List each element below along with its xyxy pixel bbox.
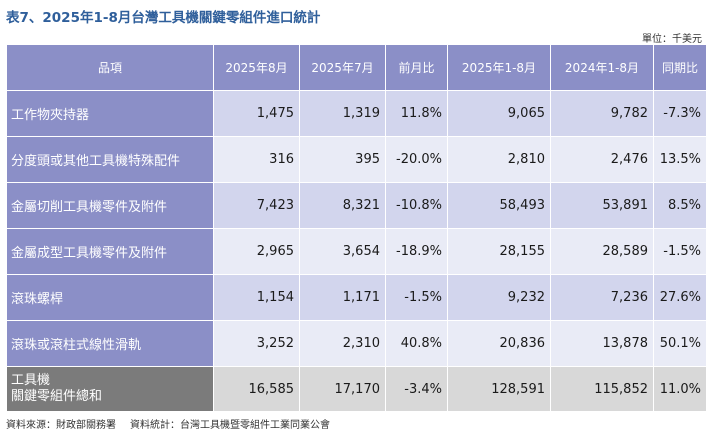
- table-row: 滾珠或滾柱式線性滑軌 3,252 2,310 40.8% 20,836 13,8…: [6, 320, 707, 367]
- cell-mom: 40.8%: [385, 320, 448, 367]
- row-label: 滾珠或滾柱式線性滑軌: [6, 320, 214, 367]
- total-jul-2025: 17,170: [299, 366, 386, 412]
- total-aug-2025: 16,585: [213, 366, 300, 412]
- table-row: 分度頭或其他工具機特殊配件 316 395 -20.0% 2,810 2,476…: [6, 136, 707, 183]
- cell-aug-2025: 2,965: [213, 228, 300, 275]
- cell-yoy: 13.5%: [653, 136, 707, 183]
- total-label-line1: 工具機: [11, 373, 51, 388]
- cell-ytd-2024: 9,782: [550, 90, 654, 137]
- row-label: 分度頭或其他工具機特殊配件: [6, 136, 214, 183]
- table-row: 金屬成型工具機零件及附件 2,965 3,654 -18.9% 28,155 2…: [6, 228, 707, 275]
- cell-yoy: -1.5%: [653, 228, 707, 275]
- cell-aug-2025: 1,475: [213, 90, 300, 137]
- table-row: 滾珠螺桿 1,154 1,171 -1.5% 9,232 7,236 27.6%: [6, 274, 707, 321]
- cell-ytd-2025: 9,065: [447, 90, 551, 137]
- cell-mom: -10.8%: [385, 182, 448, 229]
- cell-mom: 11.8%: [385, 90, 448, 137]
- header-ytd-2025: 2025年1-8月: [447, 44, 551, 91]
- cell-ytd-2025: 2,810: [447, 136, 551, 183]
- table-title: 表7、2025年1-8月台灣工具機關鍵零組件進口統計: [6, 10, 321, 26]
- cell-jul-2025: 3,654: [299, 228, 386, 275]
- cell-yoy: 50.1%: [653, 320, 707, 367]
- cell-aug-2025: 316: [213, 136, 300, 183]
- footnote: 資料來源：財政部關務署 資料統計：台灣工具機暨零組件工業同業公會: [6, 416, 330, 431]
- cell-ytd-2024: 13,878: [550, 320, 654, 367]
- row-label: 金屬成型工具機零件及附件: [6, 228, 214, 275]
- cell-ytd-2025: 58,493: [447, 182, 551, 229]
- cell-aug-2025: 1,154: [213, 274, 300, 321]
- cell-jul-2025: 8,321: [299, 182, 386, 229]
- import-statistics-table: 品項 2025年8月 2025年7月 前月比 2025年1-8月 2024年1-…: [6, 44, 707, 412]
- row-label: 滾珠螺桿: [6, 274, 214, 321]
- cell-ytd-2025: 28,155: [447, 228, 551, 275]
- cell-yoy: -7.3%: [653, 90, 707, 137]
- total-mom: -3.4%: [385, 366, 448, 412]
- total-row: 工具機 關鍵零組件總和 16,585 17,170 -3.4% 128,591 …: [6, 366, 707, 412]
- cell-jul-2025: 2,310: [299, 320, 386, 367]
- header-mom: 前月比: [385, 44, 448, 91]
- cell-mom: -18.9%: [385, 228, 448, 275]
- cell-ytd-2025: 20,836: [447, 320, 551, 367]
- cell-yoy: 27.6%: [653, 274, 707, 321]
- cell-ytd-2024: 2,476: [550, 136, 654, 183]
- table-row: 工作物夾持器 1,475 1,319 11.8% 9,065 9,782 -7.…: [6, 90, 707, 137]
- unit-label: 單位：千美元: [642, 34, 702, 45]
- cell-aug-2025: 7,423: [213, 182, 300, 229]
- cell-ytd-2024: 7,236: [550, 274, 654, 321]
- data-compiler: 資料統計：台灣工具機暨零組件工業同業公會: [130, 420, 330, 431]
- cell-ytd-2025: 9,232: [447, 274, 551, 321]
- cell-jul-2025: 1,171: [299, 274, 386, 321]
- cell-mom: -1.5%: [385, 274, 448, 321]
- header-yoy: 同期比: [653, 44, 707, 91]
- header-item: 品項: [6, 44, 214, 91]
- total-ytd-2024: 115,852: [550, 366, 654, 412]
- cell-ytd-2024: 53,891: [550, 182, 654, 229]
- cell-ytd-2024: 28,589: [550, 228, 654, 275]
- total-ytd-2025: 128,591: [447, 366, 551, 412]
- header-jul-2025: 2025年7月: [299, 44, 386, 91]
- cell-aug-2025: 3,252: [213, 320, 300, 367]
- cell-mom: -20.0%: [385, 136, 448, 183]
- table-row: 金屬切削工具機零件及附件 7,423 8,321 -10.8% 58,493 5…: [6, 182, 707, 229]
- cell-yoy: 8.5%: [653, 182, 707, 229]
- total-label: 工具機 關鍵零組件總和: [6, 366, 214, 412]
- row-label: 工作物夾持器: [6, 90, 214, 137]
- total-label-line2: 關鍵零組件總和: [11, 389, 103, 404]
- row-label: 金屬切削工具機零件及附件: [6, 182, 214, 229]
- header-ytd-2024: 2024年1-8月: [550, 44, 654, 91]
- data-source: 資料來源：財政部關務署: [6, 420, 116, 431]
- cell-jul-2025: 1,319: [299, 90, 386, 137]
- total-yoy: 11.0%: [653, 366, 707, 412]
- cell-jul-2025: 395: [299, 136, 386, 183]
- header-aug-2025: 2025年8月: [213, 44, 300, 91]
- header-row: 品項 2025年8月 2025年7月 前月比 2025年1-8月 2024年1-…: [6, 44, 707, 91]
